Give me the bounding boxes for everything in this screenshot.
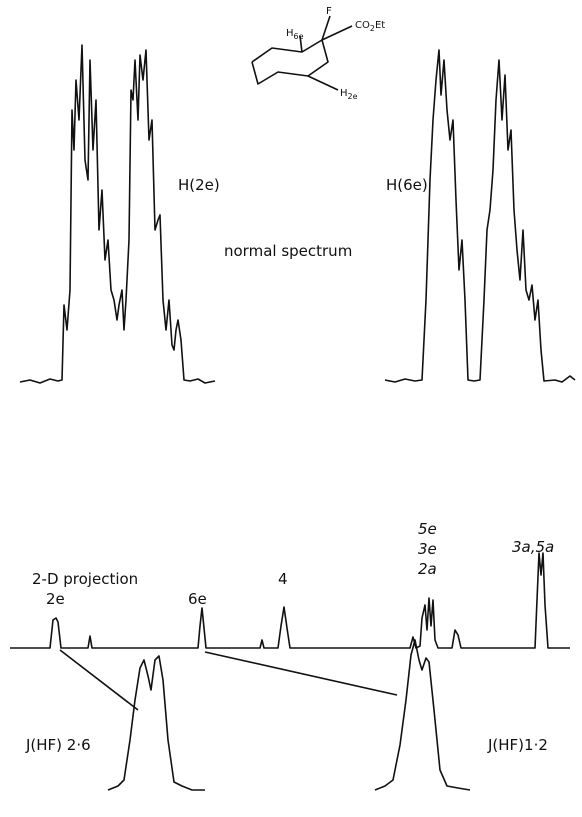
peak-label: 5e	[418, 520, 437, 538]
projection-trace	[10, 552, 570, 649]
peak-label: H(6e)	[386, 176, 428, 194]
subscript: 2	[370, 24, 375, 33]
atom-label: F	[326, 6, 332, 17]
atom: H	[340, 88, 348, 99]
atom: Et	[375, 20, 385, 31]
bond	[321, 25, 353, 41]
subscript: 6e	[294, 32, 304, 41]
atom-label: H2e	[340, 88, 358, 101]
spectrum-title: normal spectrum	[224, 242, 352, 260]
spectrum-trace	[19, 44, 216, 384]
atom-label: H6e	[286, 28, 304, 41]
spectrum-trace	[384, 49, 576, 383]
connector	[204, 651, 398, 696]
bond	[299, 35, 303, 53]
ring	[251, 39, 329, 85]
projection-title: 2-D projection	[32, 570, 138, 588]
peak-label: 3e	[418, 540, 437, 558]
subscript: 2e	[348, 92, 358, 101]
coupling-label: J(HF)1·2	[487, 736, 548, 754]
peak-label: 3a,5a	[512, 538, 554, 556]
molecule: F H6e CO2Et H2e	[251, 6, 385, 101]
peak-label: 2a	[418, 560, 437, 578]
expansion-trace	[374, 639, 471, 791]
peak-label: 2e	[46, 590, 65, 608]
atom: CO	[355, 20, 370, 31]
bond	[307, 75, 339, 91]
connector	[59, 649, 139, 711]
peak-label: H(2e)	[178, 176, 220, 194]
atom-label: CO2Et	[355, 20, 385, 33]
atom: H	[286, 28, 294, 39]
coupling-label: J(HF) 2·6	[25, 736, 91, 754]
peak-label: 6e	[188, 590, 207, 608]
bond	[321, 15, 331, 41]
expansion-trace	[107, 655, 205, 791]
peak-label: 4	[278, 570, 288, 588]
